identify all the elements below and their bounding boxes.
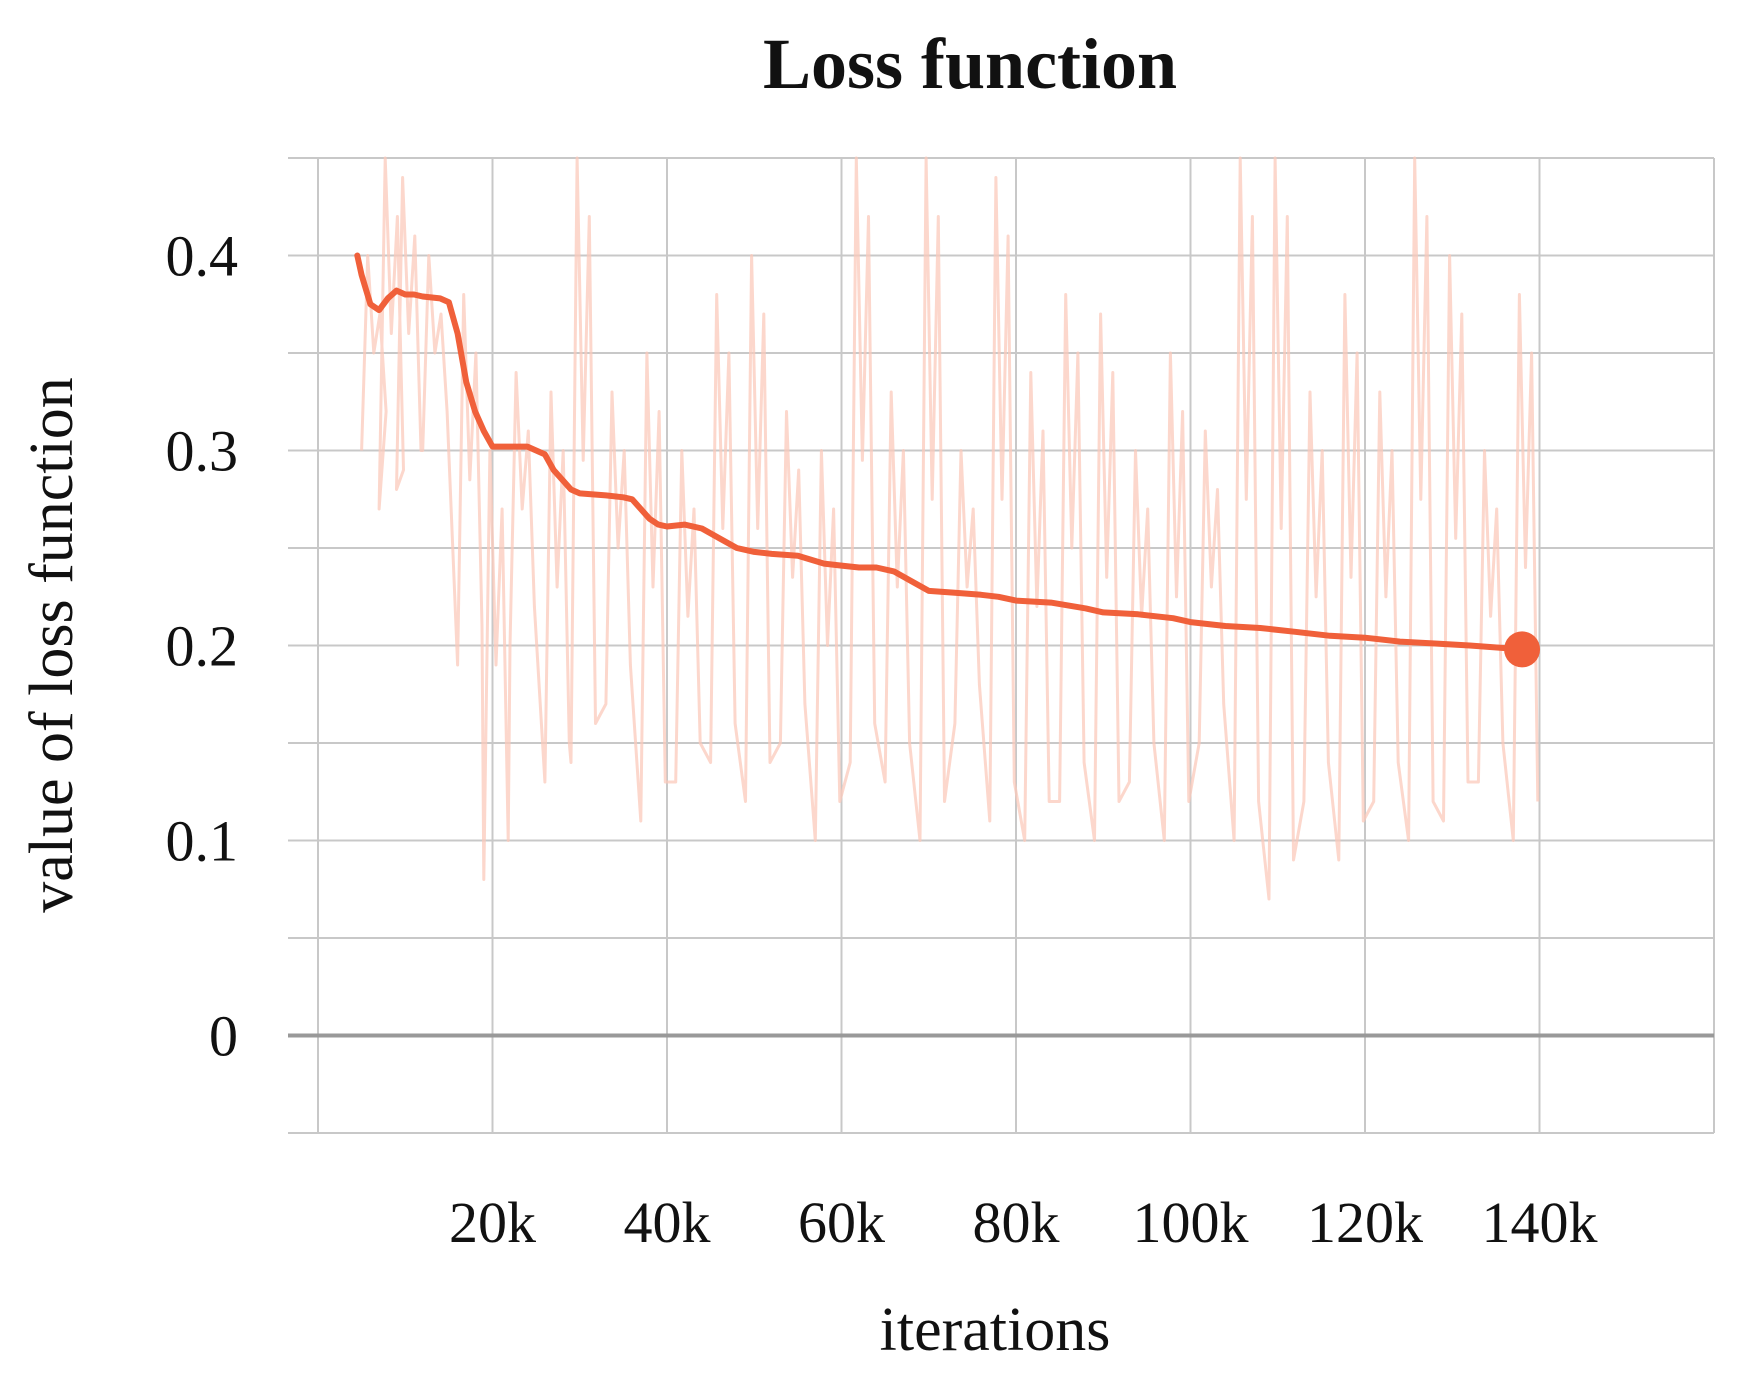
x-tick-label: 100k xyxy=(1133,1190,1249,1255)
y-tick-label: 0.4 xyxy=(166,224,239,289)
x-tick-label: 60k xyxy=(798,1190,885,1255)
x-tick-label: 140k xyxy=(1482,1190,1598,1255)
tick-labels: 0 0.1 0.2 0.3 0.4 20k 40k 60k 80k 100k 120k 140k xyxy=(166,224,1598,1256)
x-tick-label: 40k xyxy=(624,1190,711,1255)
end-point-marker xyxy=(1504,631,1541,668)
smoothed-loss-line xyxy=(354,252,1525,653)
chart-title: Loss function xyxy=(763,24,1177,104)
smoothed-loss-layer xyxy=(354,252,1541,668)
y-tick-label: 0 xyxy=(209,1004,238,1069)
raw-loss-noise xyxy=(360,156,1540,901)
x-tick-label: 80k xyxy=(973,1190,1060,1255)
raw-loss-line xyxy=(360,156,1540,901)
y-axis-label: value of loss function xyxy=(18,377,86,913)
x-axis-label: iterations xyxy=(880,1296,1111,1364)
x-tick-label: 120k xyxy=(1307,1190,1423,1255)
y-tick-label: 0.3 xyxy=(166,419,239,484)
x-tick-label: 20k xyxy=(449,1190,536,1255)
y-tick-label: 0.1 xyxy=(166,809,239,874)
y-tick-label: 0.2 xyxy=(166,614,239,679)
